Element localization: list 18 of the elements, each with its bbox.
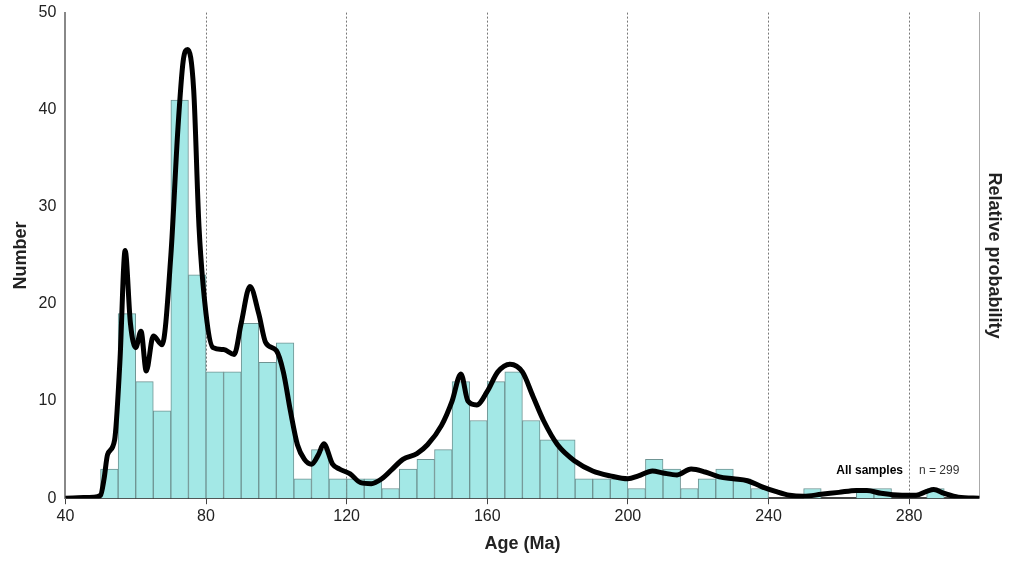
annotation: n = 299 (919, 463, 960, 478)
y-tick-label: 50 (38, 3, 57, 21)
y-tick-label: 40 (38, 100, 57, 118)
x-tick-label: 80 (197, 507, 216, 525)
y-tick-label: 0 (47, 488, 57, 506)
y-tick-label: 10 (38, 391, 57, 409)
x-tick-label: 40 (56, 507, 75, 525)
y-tick-label: 30 (38, 197, 57, 215)
y-tick-label: 20 (38, 294, 57, 312)
x-tick-label: 240 (755, 507, 782, 525)
x-tick-label: 120 (333, 507, 361, 525)
x-tick-label: 280 (895, 507, 923, 525)
y2-axis-title: Relative probability (985, 172, 1006, 339)
x-tick-label: 160 (473, 507, 501, 525)
annotation: All samples (836, 463, 904, 478)
x-axis-title: Age (Ma) (484, 533, 561, 554)
x-tick-label: 200 (614, 507, 642, 525)
y-axis-title: Number (9, 221, 30, 290)
